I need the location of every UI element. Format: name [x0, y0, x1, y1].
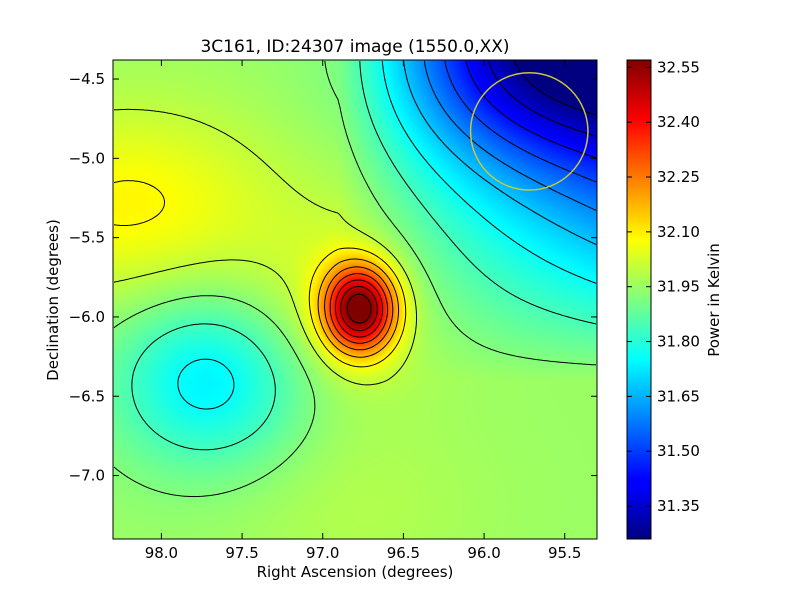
contour-line: [113, 180, 407, 368]
contour-line: [131, 60, 597, 451]
contour-line: [488, 60, 597, 137]
contour-line: [329, 273, 389, 344]
x-tick-label: 98.0: [145, 544, 178, 562]
plot-frame: [112, 59, 598, 540]
colorbar-tick-label: 32.55: [657, 58, 700, 76]
x-tick-label: 96.0: [467, 544, 500, 562]
colorbar-tick-label: 31.95: [657, 278, 700, 296]
contour-line: [113, 60, 597, 498]
contour-line: [113, 108, 417, 386]
colorbar-tick-label: 32.25: [657, 168, 700, 186]
heatmap-image: [113, 60, 597, 539]
y-tick-label: −5.5: [69, 229, 105, 247]
x-tick-label: 96.5: [387, 544, 420, 562]
chart-title: 3C161, ID:24307 image (1550.0,XX): [200, 37, 509, 57]
colorbar-tick-label: 32.10: [657, 223, 700, 241]
contour-lines: [113, 60, 597, 498]
plot-area: [112, 59, 598, 540]
x-axis-ticks: 98.0 97.5 97.0 96.5 96.0 95.5: [145, 60, 581, 562]
contour-line: [444, 60, 597, 183]
colorbar-tick-label: 31.50: [657, 442, 700, 460]
contour-line: [177, 60, 597, 410]
colorbar-ticks: 31.35 31.50 31.65 31.80 31.95 32.10 32.25 32.40…: [627, 58, 700, 515]
y-tick-label: −6.5: [69, 387, 105, 405]
contour-line: [340, 286, 378, 332]
y-tick-label: −6.0: [69, 308, 105, 326]
contour-line: [346, 293, 372, 324]
contour-line: [317, 258, 400, 358]
colorbar-label: Power in Kelvin: [705, 243, 723, 357]
y-axis-ticks: −4.5 −5.0 −5.5 −6.0 −6.5 −7.0: [69, 70, 597, 485]
contour-line: [324, 266, 394, 351]
colorbar: 31.35 31.50 31.65 31.80 31.95 32.10 32.25 32.40…: [626, 58, 723, 540]
contour-line: [334, 279, 384, 338]
y-tick-label: −4.5: [69, 70, 105, 88]
colorbar-gradient: [626, 59, 652, 540]
colorbar-tick-label: 31.35: [657, 497, 700, 515]
x-axis-label: Right Ascension (degrees): [257, 563, 454, 581]
colorbar-tick-label: 31.65: [657, 387, 700, 405]
y-tick-label: −5.0: [69, 149, 105, 167]
colorbar-tick-label: 32.40: [657, 113, 700, 131]
x-tick-label: 97.0: [306, 544, 339, 562]
beam-circle: [469, 71, 589, 191]
y-tick-label: −7.0: [69, 467, 105, 485]
colorbar-tick-label: 31.80: [657, 333, 700, 351]
x-tick-label: 97.5: [225, 544, 258, 562]
y-axis-label: Declination (degrees): [44, 219, 62, 381]
x-tick-label: 95.5: [548, 544, 581, 562]
